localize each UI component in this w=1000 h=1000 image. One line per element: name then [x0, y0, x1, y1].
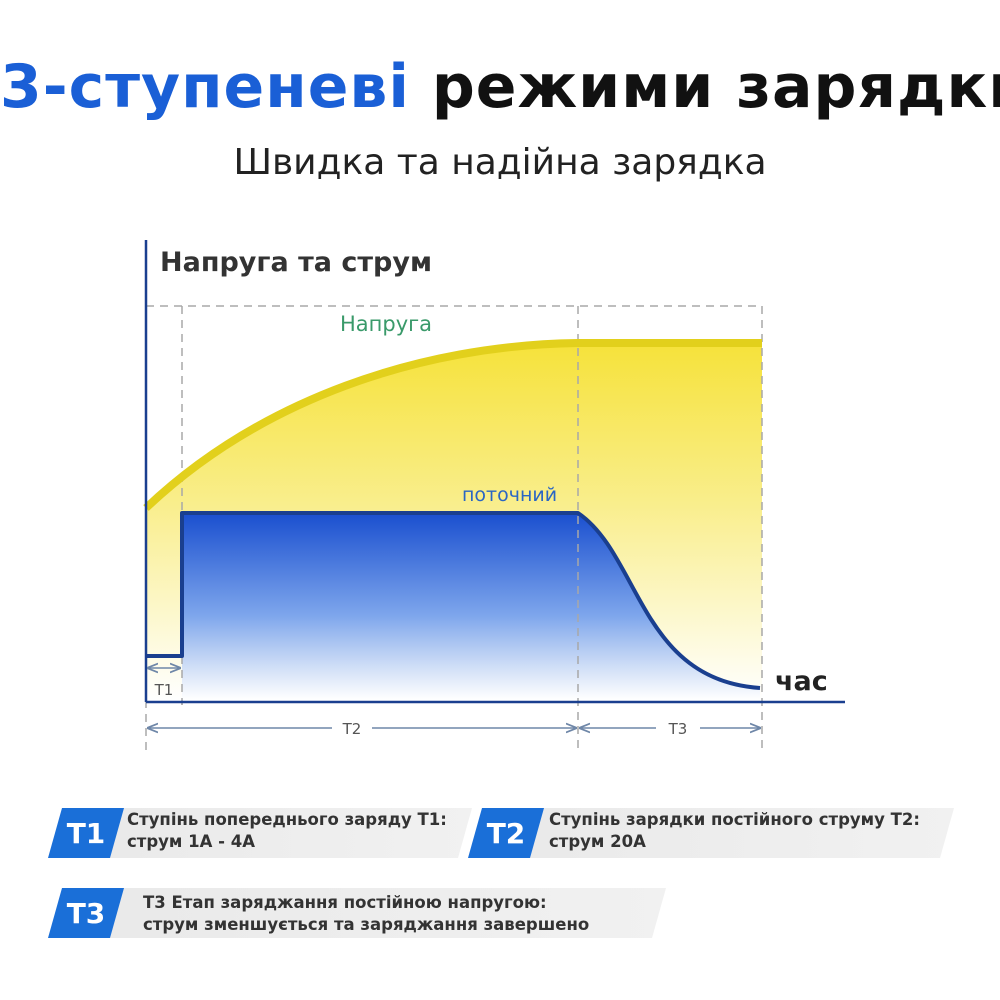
title-highlight: 3-ступеневі [0, 52, 410, 122]
legend-card-t2 [480, 808, 954, 858]
legend-t3-line1: T3 Етап заряджання постійною напругою: [143, 893, 547, 912]
legend-card-t3 [62, 888, 666, 938]
legend-t2-line2: струм 20A [549, 832, 646, 851]
y-axis-label: Напруга та струм [160, 247, 432, 278]
stage-dimensions [148, 668, 760, 728]
legend-t1-line1: Ступінь попереднього заряду T1: [127, 810, 447, 829]
legend-badge-t1: T1 [48, 808, 124, 858]
stage-t1-label: T1 [154, 681, 174, 699]
voltage-curve [143, 339, 762, 511]
stage-t3-label: T3 [668, 720, 688, 738]
stage-t2-label: T2 [342, 720, 362, 738]
current-curve [146, 511, 761, 690]
page-subtitle: Швидка та надійна зарядка [233, 142, 767, 183]
legend-t1-line2: струм 1A - 4A [127, 832, 255, 851]
legend-text-t3: T3 Етап заряджання постійною напругою: с… [143, 892, 589, 936]
legend-badge-t3: T3 [48, 888, 124, 938]
title-rest: режими зарядки [431, 52, 1000, 122]
x-axis-label: час [775, 666, 828, 697]
legend-text-t1: Ступінь попереднього заряду T1: струм 1A… [127, 809, 447, 853]
legend-card-t1 [62, 808, 472, 858]
page-title: 3-ступеневі режими зарядки [0, 52, 1000, 122]
current-label: поточний [462, 484, 557, 506]
legend-badge-t2: T2 [468, 808, 544, 858]
voltage-label: Напруга [340, 312, 432, 336]
legend-text-t2: Ступінь зарядки постійного струму T2: ст… [549, 809, 920, 853]
legend-t3-line2: струм зменшується та заряджання завершен… [143, 915, 590, 934]
legend-t2-line1: Ступінь зарядки постійного струму T2: [549, 810, 920, 829]
